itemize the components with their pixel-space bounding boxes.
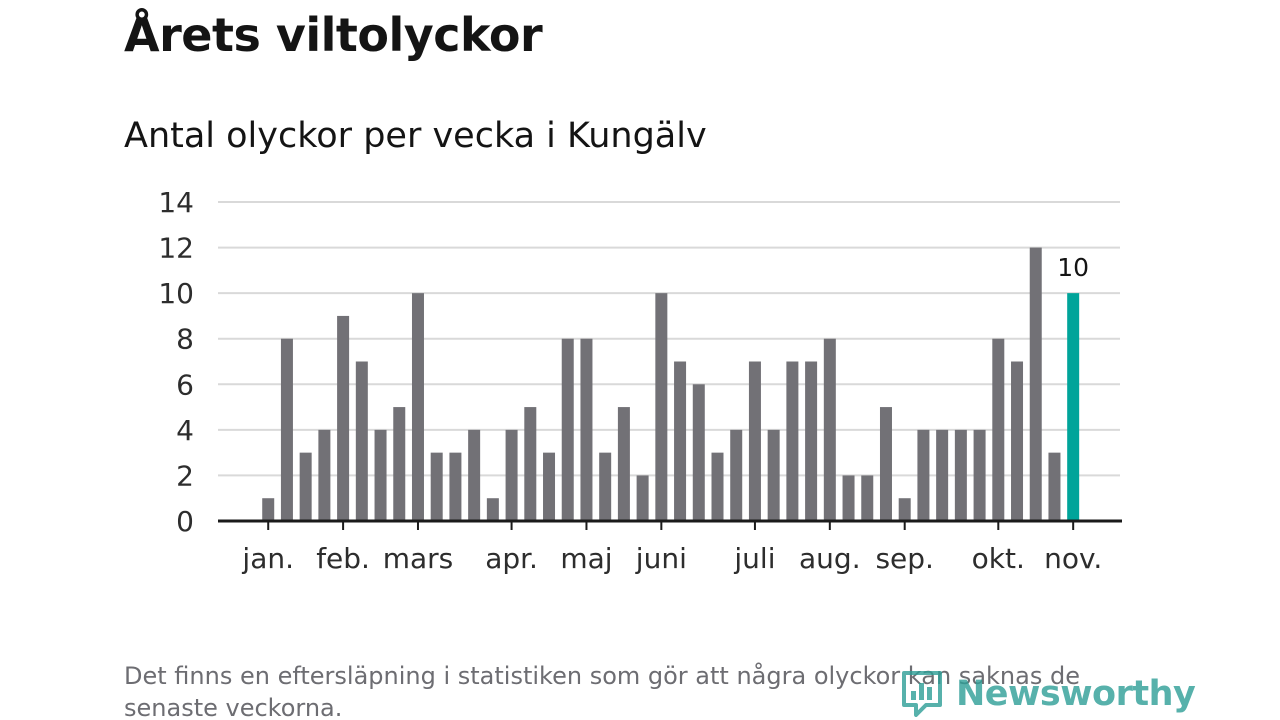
y-tick-label: 4 <box>176 414 194 447</box>
y-axis-ticks: 0 2 4 6 8 10 12 14 <box>158 186 194 538</box>
bar <box>674 361 687 521</box>
y-tick-label: 8 <box>176 323 194 356</box>
bar <box>879 407 892 521</box>
y-tick-label: 14 <box>158 186 194 219</box>
x-tick-label: maj <box>560 542 612 575</box>
bar <box>299 452 312 521</box>
bar <box>655 293 668 521</box>
x-tick-label: mars <box>383 542 454 575</box>
bar <box>280 338 293 521</box>
bar <box>917 429 930 521</box>
bar <box>973 429 986 521</box>
y-tick-label: 2 <box>176 459 194 492</box>
chart-subtitle: Antal olyckor per vecka i Kungälv <box>124 116 707 156</box>
bar <box>337 315 350 521</box>
bar <box>636 475 649 521</box>
x-tick-label: aug. <box>799 542 861 575</box>
bar <box>767 429 780 521</box>
bar <box>543 452 556 521</box>
bar <box>411 293 424 521</box>
bar <box>524 407 537 521</box>
bar <box>861 475 874 521</box>
x-tick-label: nov. <box>1044 542 1102 575</box>
x-tick-label: sep. <box>875 542 934 575</box>
bar <box>599 452 612 521</box>
bar <box>374 429 387 521</box>
bar <box>898 498 911 521</box>
x-tick-label: feb. <box>316 542 370 575</box>
newsworthy-logo-icon <box>902 671 942 717</box>
y-tick-label: 6 <box>176 368 194 401</box>
bar <box>617 407 630 521</box>
logo-text: Newsworthy <box>956 674 1196 714</box>
y-tick-label: 10 <box>158 277 194 310</box>
data-labels: 10 <box>1057 253 1089 282</box>
bar <box>1029 247 1042 522</box>
bar <box>355 361 368 521</box>
bar <box>580 338 593 521</box>
bar <box>1011 361 1024 521</box>
chart-title: Årets viltolyckor <box>124 8 543 62</box>
x-tick-label: juni <box>635 542 687 575</box>
bar <box>318 429 331 521</box>
x-tick-label: apr. <box>485 542 538 575</box>
bar <box>954 429 967 521</box>
bar <box>786 361 799 521</box>
bar <box>468 429 481 521</box>
bar <box>692 384 705 521</box>
bar <box>262 498 275 521</box>
x-tick-label: juli <box>733 542 775 575</box>
footnote: Det finns en eftersläpning i statistiken… <box>124 662 1080 720</box>
x-axis-ticks: jan. feb. mars apr. maj juni juli aug. sep. okt. n… <box>241 521 1102 575</box>
y-tick-label: 0 <box>176 505 194 538</box>
bar-highlight <box>1067 293 1080 521</box>
bar <box>449 452 462 521</box>
bar <box>992 338 1005 521</box>
bar <box>486 498 499 521</box>
bar <box>748 361 761 521</box>
bar <box>936 429 949 521</box>
bar <box>1048 452 1061 521</box>
bar <box>823 338 836 521</box>
bar <box>730 429 743 521</box>
newsworthy-logo: Newsworthy <box>900 668 1196 720</box>
bars <box>262 247 1080 522</box>
y-tick-label: 12 <box>158 232 194 265</box>
x-tick-label: okt. <box>972 542 1025 575</box>
bar <box>711 452 724 521</box>
bar <box>430 452 443 521</box>
bar <box>505 429 518 521</box>
bar <box>561 338 574 521</box>
bar <box>842 475 855 521</box>
bar <box>393 407 406 521</box>
grid-lines <box>218 201 1120 477</box>
x-tick-label: jan. <box>241 542 294 575</box>
data-label: 10 <box>1057 253 1089 282</box>
bar <box>805 361 818 521</box>
